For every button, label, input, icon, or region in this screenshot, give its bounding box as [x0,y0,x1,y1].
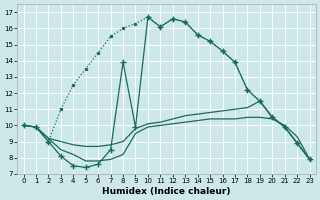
X-axis label: Humidex (Indice chaleur): Humidex (Indice chaleur) [102,187,231,196]
